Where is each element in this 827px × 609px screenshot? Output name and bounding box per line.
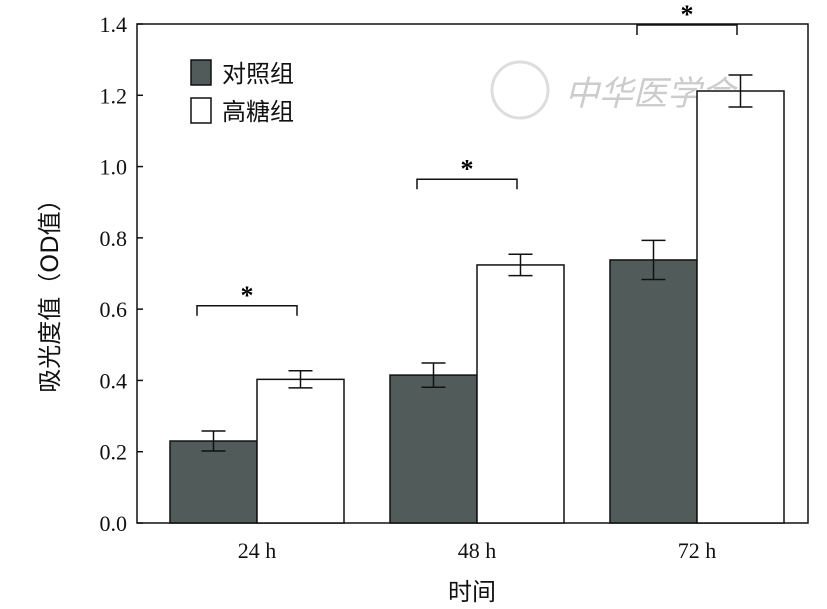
- y-tick-label: 1.4: [100, 12, 128, 37]
- significance-marker: *: [461, 154, 474, 183]
- legend-label-control: 对照组: [222, 60, 294, 88]
- watermark-seal: [490, 60, 550, 120]
- y-tick-label: 0.4: [100, 368, 128, 393]
- significance-marker: *: [241, 281, 254, 310]
- legend-label-high-glucose: 高糖组: [222, 98, 294, 126]
- significance-bracket: [196, 305, 298, 316]
- legend-swatch-control: [190, 59, 212, 86]
- significance-marker: *: [681, 0, 694, 29]
- bar-control: [389, 374, 478, 524]
- bar-high-glucose: [696, 90, 785, 524]
- x-tick-label: 48 h: [458, 538, 497, 563]
- significance-bracket: [416, 178, 518, 190]
- bar-control: [609, 259, 698, 524]
- y-axis-label: 吸光度值（OD值）: [36, 187, 64, 392]
- bar-high-glucose: [476, 264, 565, 524]
- y-tick-label: 1.2: [100, 83, 128, 108]
- y-tick-label: 0.2: [100, 440, 128, 465]
- bar-control: [169, 440, 258, 524]
- y-tick-label: 0.8: [100, 226, 128, 251]
- significance-bracket: [636, 24, 738, 35]
- bar-high-glucose: [256, 378, 345, 524]
- y-tick-label: 1.0: [100, 155, 128, 180]
- x-tick-label: 72 h: [678, 538, 717, 563]
- x-tick-label: 24 h: [238, 538, 277, 563]
- y-tick-label: 0.6: [100, 297, 128, 322]
- legend-swatch-high-glucose: [190, 97, 212, 124]
- x-axis-label: 时间: [448, 578, 496, 606]
- y-tick-label: 0.0: [100, 511, 128, 536]
